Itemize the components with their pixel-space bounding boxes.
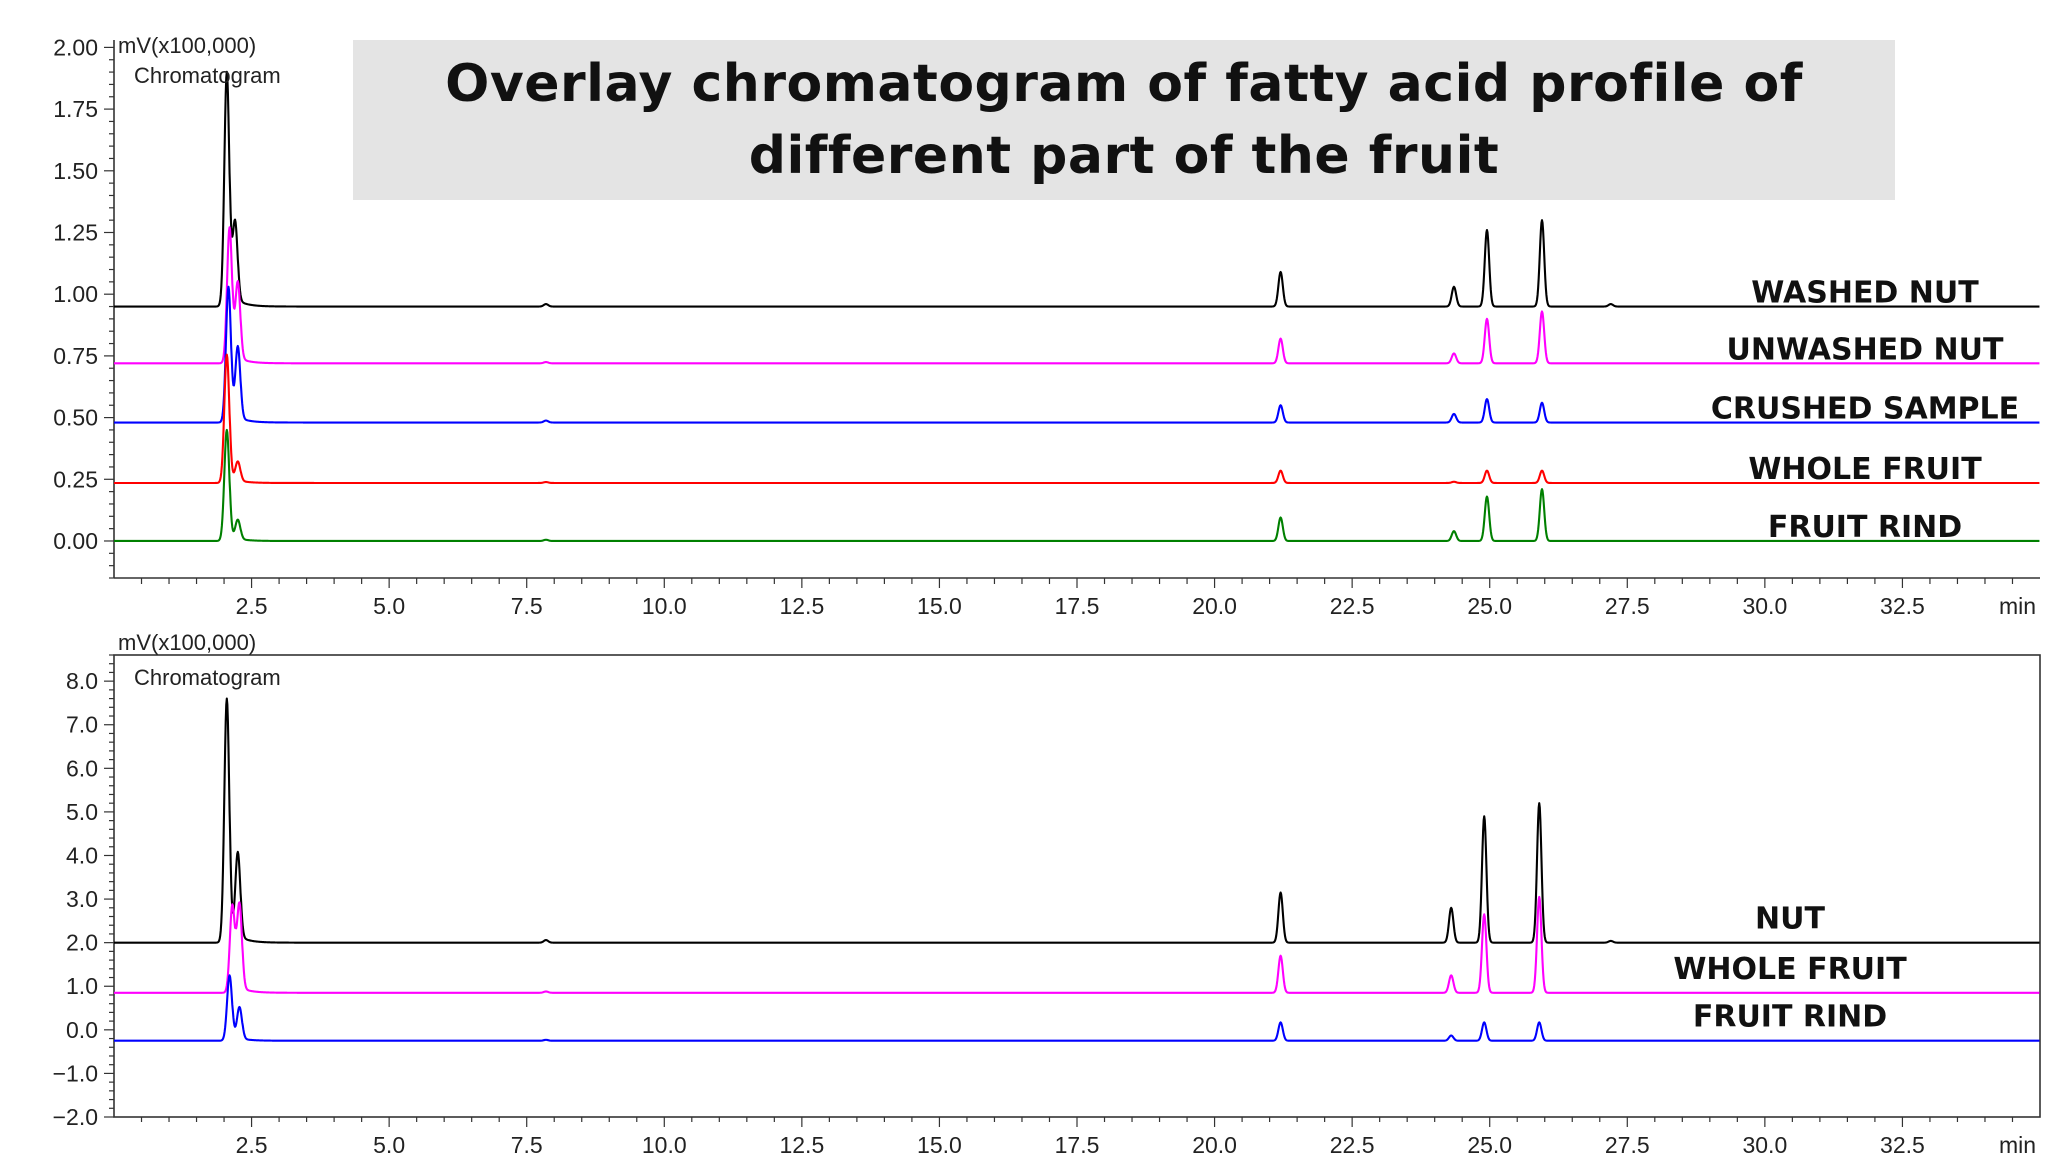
x-tick-label: 25.0 <box>1467 593 1512 619</box>
x-tick-label: 17.5 <box>1055 593 1100 619</box>
y-tick-label: 1.0 <box>66 973 98 999</box>
chart-panel-1 <box>104 40 2040 588</box>
y-tick-label: −1.0 <box>53 1060 98 1086</box>
y-tick-label: 0.00 <box>53 528 98 554</box>
y-tick-label: 0.50 <box>53 405 98 431</box>
x-tick-label: 15.0 <box>917 593 962 619</box>
y-tick-label: 0.0 <box>66 1017 98 1043</box>
figure-title-line-2: different part of the fruit <box>748 126 1500 186</box>
series-label: CRUSHED SAMPLE <box>1711 392 2019 427</box>
y-tick-label: 1.00 <box>53 281 98 307</box>
y-tick-label: 1.50 <box>53 158 98 184</box>
y-tick-label: −2.0 <box>53 1104 98 1130</box>
series-trace <box>113 895 2040 994</box>
series-trace <box>113 226 2040 365</box>
series-label: FRUIT RIND <box>1768 510 1962 545</box>
x-tick-label: 7.5 <box>511 1132 543 1158</box>
series-trace <box>113 697 2040 944</box>
x-tick-label: 20.0 <box>1192 593 1237 619</box>
y-tick-label: 0.75 <box>53 343 98 369</box>
x-tick-label: 10.0 <box>642 593 687 619</box>
y-tick-label: 2.00 <box>53 34 98 60</box>
x-tick-label: 12.5 <box>779 1132 824 1158</box>
y-axis-unit-label: mV(x100,000) <box>118 630 256 655</box>
x-axis-unit-label: min <box>1999 1132 2036 1158</box>
x-tick-label: 32.5 <box>1880 1132 1925 1158</box>
x-tick-label: 7.5 <box>511 593 543 619</box>
x-tick-label: 20.0 <box>1192 1132 1237 1158</box>
x-tick-label: 10.0 <box>642 1132 687 1158</box>
x-tick-label: 30.0 <box>1742 1132 1787 1158</box>
x-tick-label: 27.5 <box>1605 1132 1650 1158</box>
chart-panel-2 <box>104 654 2041 1127</box>
y-tick-label: 7.0 <box>66 712 98 738</box>
series-label: NUT <box>1755 902 1825 937</box>
x-axis-unit-label: min <box>1999 593 2036 619</box>
x-tick-label: 22.5 <box>1330 1132 1375 1158</box>
series-trace <box>113 428 2040 543</box>
y-axis-unit-label: mV(x100,000) <box>118 33 256 58</box>
x-tick-label: 17.5 <box>1055 1132 1100 1158</box>
series-label: FRUIT RIND <box>1693 1000 1887 1035</box>
y-tick-label: 1.25 <box>53 219 98 245</box>
y-tick-label: 0.25 <box>53 466 98 492</box>
y-tick-label: 5.0 <box>66 799 98 825</box>
series-label: WHOLE FRUIT <box>1748 452 1982 487</box>
series-trace <box>113 70 2040 308</box>
series-label: WHOLE FRUIT <box>1673 952 1907 987</box>
x-tick-label: 5.0 <box>373 593 405 619</box>
y-tick-label: 8.0 <box>66 668 98 694</box>
figure-title-box: Overlay chromatogram of fatty acid profi… <box>353 40 1895 200</box>
chart-panel-title: Chromatogram <box>134 63 281 88</box>
x-tick-label: 22.5 <box>1330 593 1375 619</box>
x-tick-label: 25.0 <box>1467 1132 1512 1158</box>
x-tick-label: 2.5 <box>236 593 268 619</box>
x-tick-label: 30.0 <box>1742 593 1787 619</box>
y-tick-label: 1.75 <box>53 96 98 122</box>
plot-frame <box>113 654 2041 1118</box>
x-tick-label: 5.0 <box>373 1132 405 1158</box>
series-trace <box>113 353 2040 485</box>
chart-panel-title: Chromatogram <box>134 665 281 690</box>
y-tick-label: 4.0 <box>66 842 98 868</box>
x-tick-label: 12.5 <box>779 593 824 619</box>
y-tick-label: 6.0 <box>66 755 98 781</box>
x-tick-label: 2.5 <box>236 1132 268 1158</box>
series-label: WASHED NUT <box>1751 276 1979 311</box>
x-tick-label: 32.5 <box>1880 593 1925 619</box>
y-tick-label: 2.0 <box>66 930 98 956</box>
series-trace <box>113 974 2040 1042</box>
series-trace <box>113 285 2040 424</box>
x-tick-label: 15.0 <box>917 1132 962 1158</box>
y-tick-label: 3.0 <box>66 886 98 912</box>
series-label: UNWASHED NUT <box>1727 332 2004 367</box>
x-tick-label: 27.5 <box>1605 593 1650 619</box>
figure-title-line-1: Overlay chromatogram of fatty acid profi… <box>445 54 1803 114</box>
